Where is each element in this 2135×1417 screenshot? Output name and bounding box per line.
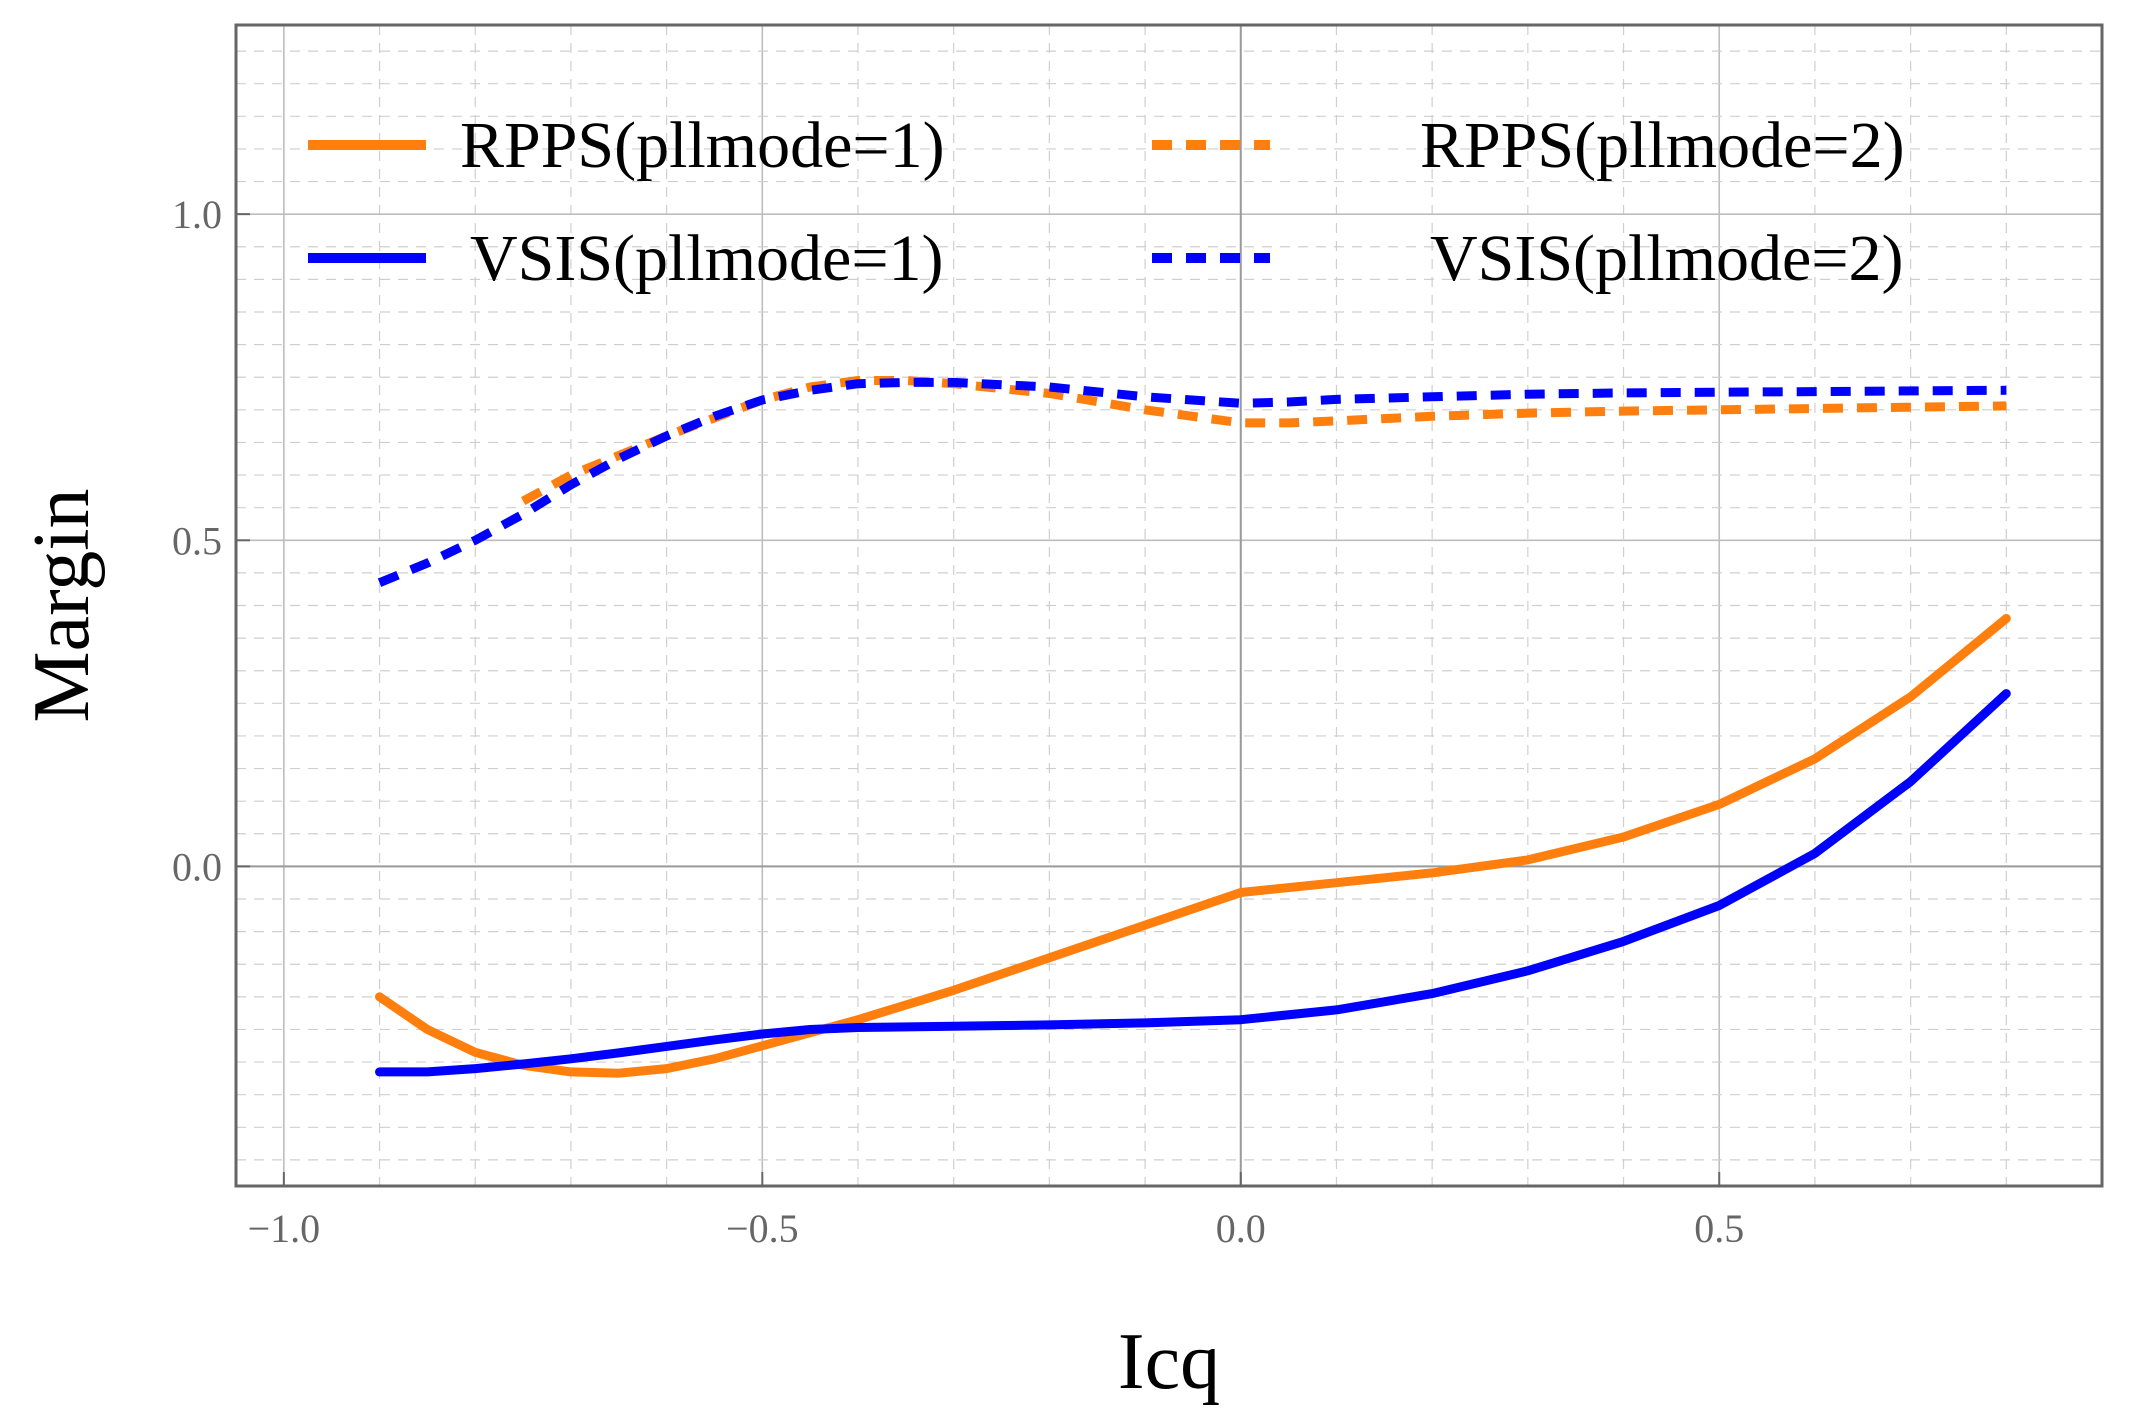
series-line-vsis-pllmode-2	[377, 377, 2007, 587]
series-line-rpps-pllmode-2	[520, 376, 2007, 506]
x-tick-label: −1.0	[248, 1206, 321, 1251]
y-tick-label: 0.0	[172, 844, 222, 889]
ticks: −1.0 −0.5 0.0 0.5 0.0 0.5 1.0	[172, 192, 1744, 1251]
grid	[236, 25, 2103, 1186]
series-line-rpps-pllmode-1	[375, 614, 2011, 1078]
x-tick-label: 0.5	[1694, 1206, 1744, 1251]
legend-label-vsis-pllmode-1: VSIS(pllmode=1)	[470, 222, 944, 295]
legend-label-rpps-pllmode-1: RPPS(pllmode=1)	[460, 109, 945, 182]
legend-label-vsis-pllmode-2: VSIS(pllmode=2)	[1430, 222, 1904, 295]
x-axis-title: Icq	[1118, 1318, 1220, 1406]
y-axis-title: Margin	[18, 488, 106, 722]
x-tick-label: 0.0	[1216, 1206, 1266, 1251]
plot-frame	[234, 23, 2104, 1188]
series-group	[375, 376, 2011, 1078]
x-tick-label: −0.5	[726, 1206, 799, 1251]
legend-label-rpps-pllmode-2: RPPS(pllmode=2)	[1420, 109, 1905, 182]
y-tick-label: 0.5	[172, 518, 222, 563]
legend: RPPS(pllmode=1) RPPS(pllmode=2) VSIS(pllmo…	[308, 109, 1905, 295]
y-tick-label: 1.0	[172, 192, 222, 237]
series-line-vsis-pllmode-1	[375, 689, 2011, 1077]
